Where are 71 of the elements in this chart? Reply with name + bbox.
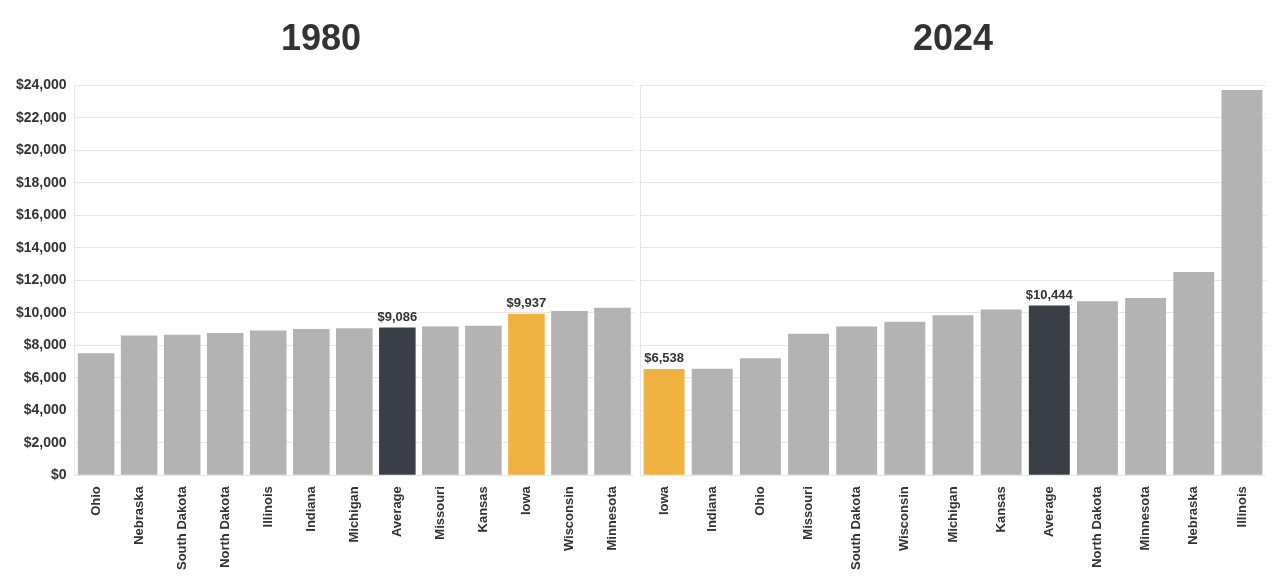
x-tick-label: Indiana: [703, 485, 719, 532]
bar: [932, 315, 974, 475]
x-tick-label: South Dakota: [173, 485, 189, 571]
bar: [594, 307, 631, 475]
x-tick-label: Nebraska: [130, 485, 146, 545]
bar: [1221, 90, 1263, 475]
x-tick-label: Indiana: [302, 485, 318, 532]
y-tick-label: $12,000: [16, 271, 67, 288]
y-tick-label: $16,000: [16, 206, 67, 223]
y-tick-label: $8,000: [23, 336, 67, 353]
x-tick-label: Wisconsin: [561, 486, 577, 552]
x-tick-label: Michigan: [345, 486, 361, 543]
bar: [1028, 305, 1070, 475]
x-tick-label: Missouri: [800, 486, 816, 540]
x-tick-label: North Dakota: [1089, 485, 1105, 568]
y-tick-label: $2,000: [23, 433, 67, 450]
x-tick-label: Nebraska: [1185, 485, 1201, 545]
bar: [120, 335, 158, 475]
y-tick-label: $14,000: [16, 238, 67, 255]
bar: [292, 328, 330, 475]
bar: [551, 311, 588, 475]
y-tick-label: $24,000: [16, 76, 67, 93]
bar: [643, 368, 685, 475]
x-tick-label: Iowa: [655, 485, 671, 516]
bar: [163, 334, 201, 475]
bar: [206, 333, 244, 475]
y-tick-label: $22,000: [16, 108, 67, 125]
y-tick-label: $18,000: [16, 173, 67, 190]
bar: [465, 325, 502, 475]
bar: [379, 327, 416, 475]
x-tick-label: Minnesota: [1137, 485, 1153, 551]
bar: [422, 326, 459, 475]
y-tick-label: $20,000: [16, 141, 67, 158]
data-label: $6,538: [644, 350, 684, 366]
bar: [836, 326, 878, 475]
x-tick-label: Iowa: [518, 485, 533, 516]
x-tick-label: Michigan: [944, 486, 960, 543]
bar: [77, 353, 115, 475]
x-tick-label: Wisconsin: [896, 486, 912, 552]
bar: [508, 313, 545, 475]
bar: [739, 358, 781, 475]
y-tick-label: $6,000: [23, 368, 67, 385]
x-tick-label: Ohio: [87, 486, 103, 516]
x-tick-label: Average: [388, 486, 404, 538]
x-tick-label: Kansas: [992, 486, 1008, 533]
x-tick-label: Illinois: [1233, 486, 1249, 528]
y-tick-label: $0: [51, 466, 67, 483]
bar: [980, 309, 1022, 475]
bar: [884, 321, 926, 475]
x-tick-label: South Dakota: [848, 485, 864, 571]
bar: [1173, 272, 1215, 475]
data-label: $9,937: [506, 294, 547, 310]
y-tick-label: $10,000: [16, 303, 67, 320]
y-tick-label: $4,000: [23, 401, 67, 418]
x-tick-label: Kansas: [474, 486, 490, 533]
x-tick-label: North Dakota: [216, 485, 232, 568]
bar: [1077, 301, 1118, 475]
bar: [249, 330, 287, 475]
data-label: $10,444: [1025, 286, 1074, 302]
chart-title: 2024: [912, 16, 994, 58]
bar: [788, 333, 829, 475]
data-label: $9,086: [377, 308, 418, 324]
x-tick-label: Average: [1040, 486, 1056, 538]
x-tick-label: Ohio: [751, 486, 767, 516]
chart-title: 1980: [280, 16, 362, 58]
x-tick-label: Minnesota: [604, 485, 620, 551]
bar: [691, 368, 733, 475]
x-tick-label: Missouri: [431, 486, 447, 540]
bar: [336, 328, 373, 475]
x-tick-label: Illinois: [259, 486, 275, 528]
bar: [1125, 298, 1167, 475]
